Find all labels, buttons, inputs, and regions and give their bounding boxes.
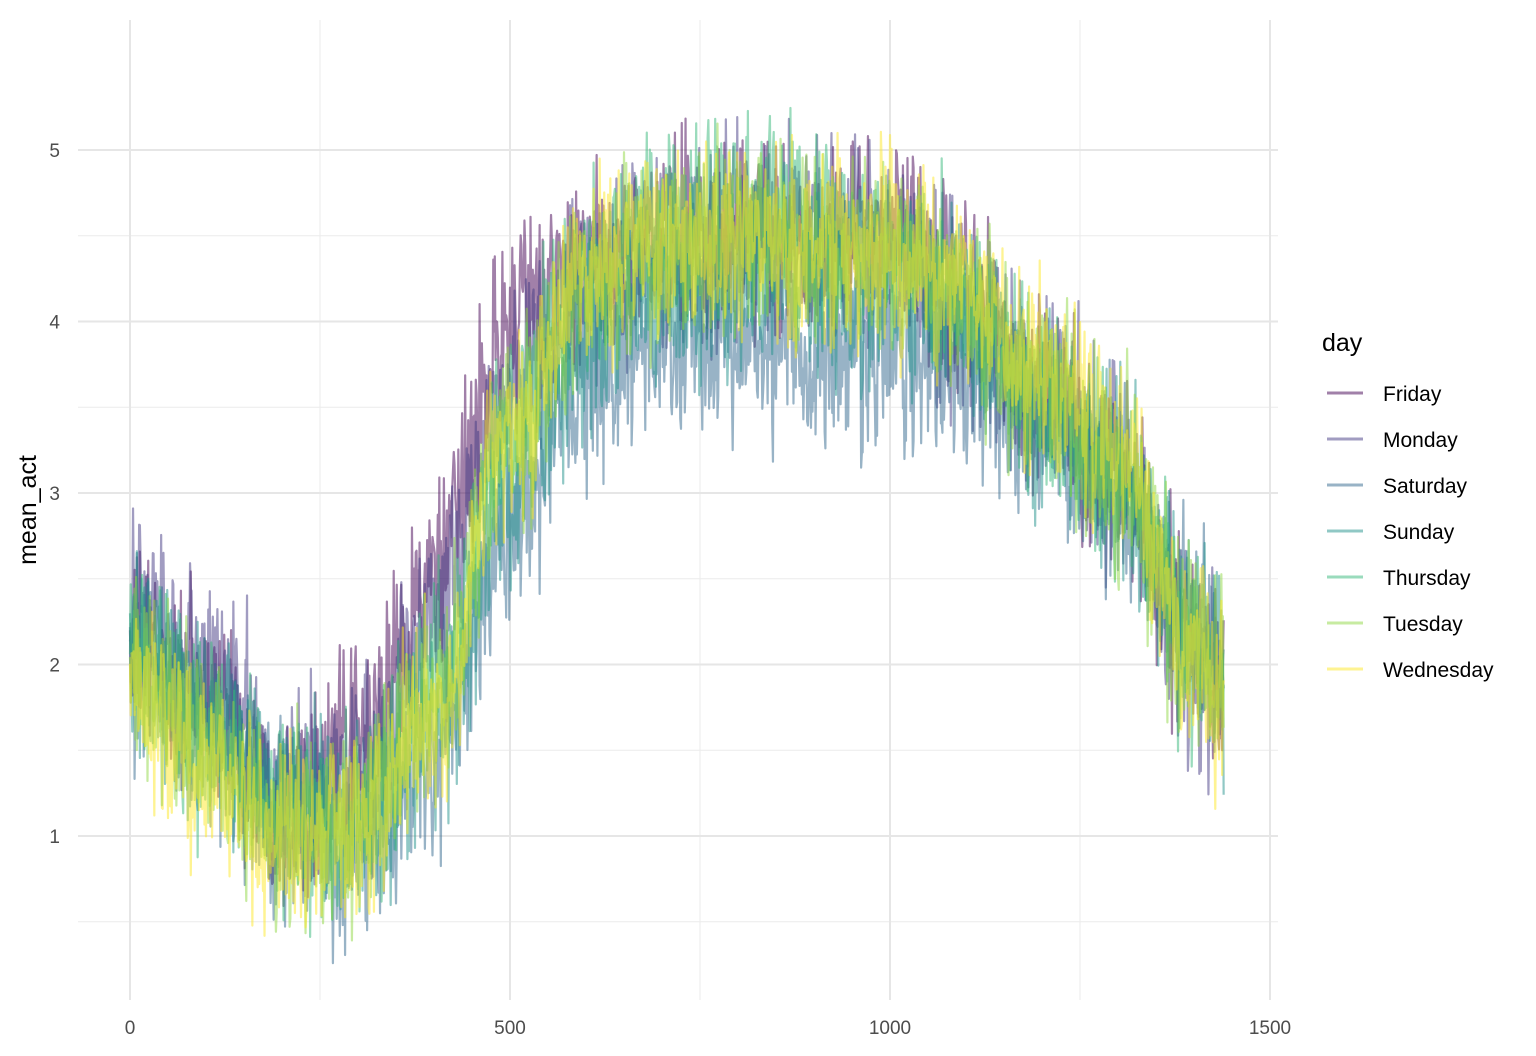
x-tick-label: 1000	[869, 1018, 911, 1039]
legend-label-monday: Monday	[1383, 429, 1458, 452]
y-tick-label: 5	[49, 141, 60, 162]
legend-title: day	[1322, 329, 1363, 357]
y-tick-label: 1	[49, 827, 60, 848]
legend-label-tuesday: Tuesday	[1383, 613, 1463, 636]
legend-label-friday: Friday	[1383, 383, 1442, 406]
x-tick-label: 1500	[1249, 1018, 1291, 1039]
legend-label-saturday: Saturday	[1383, 475, 1468, 498]
y-tick-label: 2	[49, 656, 60, 677]
y-tick-label: 4	[49, 313, 60, 334]
y-axis-title: mean_act	[14, 455, 42, 565]
y-axis-ticks: 1 2 3 4 5	[49, 141, 60, 848]
series-line-wednesday	[128, 130, 1225, 937]
x-axis-ticks: 0 500 1000 1500	[125, 1018, 1291, 1039]
x-tick-label: 500	[494, 1018, 526, 1039]
series-lines	[128, 106, 1225, 965]
x-tick-label: 0	[125, 1018, 136, 1039]
legend-label-thursday: Thursday	[1383, 567, 1471, 590]
legend-label-wednesday: Wednesday	[1383, 659, 1494, 682]
legend: Friday Monday Saturday Sunday Thursday Tuesda…	[1327, 383, 1494, 682]
legend-label-sunday: Sunday	[1383, 521, 1455, 544]
series-line-tuesday	[128, 122, 1225, 942]
y-tick-label: 3	[49, 484, 60, 505]
